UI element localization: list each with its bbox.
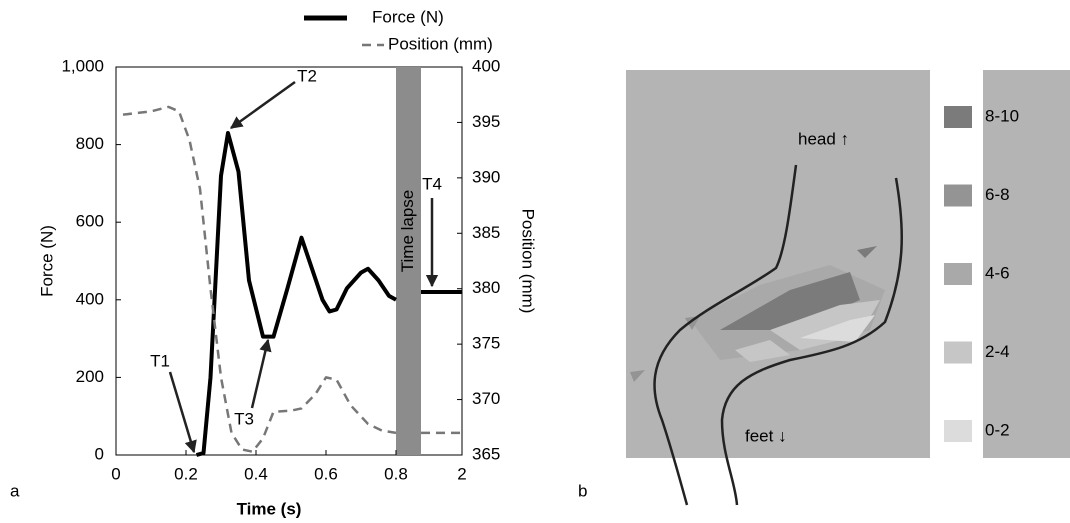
series-line — [122, 105, 397, 453]
y2-tick-label: 365 — [472, 444, 500, 463]
y-tick-label: 200 — [76, 367, 104, 386]
body-outline — [653, 164, 798, 506]
pressure-region — [720, 272, 860, 330]
legend-label: Force (N) — [372, 7, 444, 26]
y2-tick-label: 400 — [472, 56, 500, 75]
legend-swatch — [944, 263, 972, 285]
y-tick-label: 600 — [76, 212, 104, 231]
y2-tick-label: 395 — [472, 112, 500, 131]
annotation-arrow — [229, 80, 296, 130]
x-axis-label: Time (s) — [237, 499, 302, 518]
y2-tick-label: 370 — [472, 389, 500, 408]
legend-label: 0-2 — [985, 420, 1010, 439]
annotation-label: T1 — [150, 351, 170, 370]
legend-label: 4-6 — [985, 263, 1010, 282]
annotation-label: T4 — [422, 174, 442, 193]
y-tick-label: 0 — [95, 444, 104, 463]
legend-label: 8-10 — [985, 106, 1019, 125]
y2-axis-label: Position (mm) — [519, 209, 538, 314]
legend-swatch — [944, 420, 972, 442]
time-lapse-label: Time lapse — [398, 190, 417, 273]
legend-label: 6-8 — [985, 185, 1010, 204]
body-outline — [720, 177, 904, 506]
x-tick-label: 2 — [457, 464, 466, 483]
plot-frame — [115, 66, 463, 456]
annotation-label: T2 — [297, 66, 317, 85]
head-label: head ↑ — [798, 129, 849, 148]
annotation-arrow — [168, 371, 197, 454]
pressure-region — [630, 370, 645, 382]
x-tick-label: 0.2 — [174, 464, 198, 483]
y-axis-label: Force (N) — [37, 225, 56, 297]
pressure-region — [685, 316, 700, 330]
x-tick-label: 0.6 — [314, 464, 338, 483]
time-lapse-bar — [396, 67, 421, 455]
legend-right-background — [983, 70, 1070, 458]
y2-tick-label: 380 — [472, 278, 500, 297]
y-tick-label: 400 — [76, 289, 104, 308]
pressure-region — [800, 315, 875, 342]
legend-label: Position (mm) — [388, 34, 493, 53]
annotation-label: T3 — [234, 409, 254, 428]
legend-label: 2-4 — [985, 342, 1010, 361]
y-tick-label: 800 — [76, 134, 104, 153]
feet-label: feet ↓ — [745, 426, 787, 445]
x-tick-label: 0 — [111, 464, 120, 483]
y2-tick-label: 375 — [472, 334, 500, 353]
panel-label: b — [578, 481, 587, 500]
y2-tick-label: 385 — [472, 223, 500, 242]
annotation-arrow — [250, 338, 272, 409]
pressure-region — [770, 300, 880, 350]
y2-tick-label: 390 — [472, 167, 500, 186]
legend-swatch — [944, 106, 972, 128]
x-tick-label: 0.8 — [384, 464, 408, 483]
pressure-region — [857, 246, 877, 258]
panel-label: a — [10, 481, 20, 500]
legend-swatch — [944, 184, 972, 207]
pressure-region — [735, 340, 790, 362]
legend-swatch — [944, 341, 972, 364]
y-tick-label: 1,000 — [61, 56, 104, 75]
series-line — [195, 130, 397, 457]
x-tick-label: 0.4 — [244, 464, 268, 483]
